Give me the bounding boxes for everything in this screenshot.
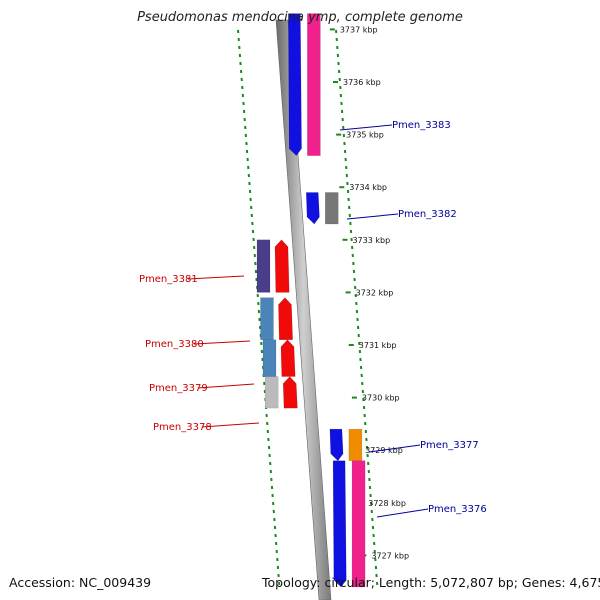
kbp-tick-label: 3728 kbp [368, 499, 406, 508]
gene-label: Pmen_3382 [398, 209, 457, 220]
gene-label-leader [339, 124, 393, 131]
gene-feature [305, 192, 320, 225]
kbp-tick-label: 3730 kbp [362, 394, 400, 403]
gene-feature [278, 297, 293, 340]
gene-label-leader [187, 275, 245, 280]
kbp-tick-label: 3736 kbp [343, 78, 381, 87]
kbp-tick-label: 3729 kbp [365, 446, 403, 455]
gene-feature-band [348, 428, 363, 461]
gene-label: Pmen_3379 [149, 383, 208, 394]
gene-label-leader [193, 340, 251, 345]
kbp-tick-marks: 3737 kbp 3736 kbp 3735 kbp 3734 kbp 3733 kbp… [329, 25, 409, 560]
gene-feature-band [324, 192, 339, 225]
genome-summary-text: Topology: circular; Length: 5,072,807 bp… [262, 575, 600, 590]
gene-feature-band [264, 376, 279, 409]
kbp-tick-label: 3734 kbp [349, 183, 387, 192]
gene-label: Pmen_3383 [392, 120, 451, 131]
gene-feature-band [307, 13, 321, 156]
gene-feature-band [351, 460, 366, 588]
gene-feature [280, 339, 296, 377]
accession-text: Accession: NC_009439 [9, 575, 152, 590]
kbp-tick-label: 3727 kbp [371, 551, 409, 560]
map-title: Pseudomonas mendocina ymp, complete geno… [137, 10, 463, 25]
kbp-tick-label: 3737 kbp [340, 25, 378, 34]
kbp-tick-label: 3731 kbp [359, 341, 397, 350]
gene-label-leader [201, 422, 260, 428]
kbp-tick-label: 3735 kbp [346, 131, 384, 140]
gene-label-leader [346, 213, 399, 220]
gene-features [256, 13, 366, 588]
gene-feature-band [260, 297, 274, 340]
backbone-band [275, 19, 332, 600]
gene-label-leader [376, 508, 429, 518]
gene-label: Pmen_3381 [139, 274, 198, 285]
genome-backbone [275, 19, 332, 600]
gene-label-leader [368, 444, 421, 453]
gene-feature-band [262, 339, 277, 377]
gene-feature [288, 13, 302, 157]
kbp-tick-label: 3732 kbp [356, 288, 394, 297]
gene-label: Pmen_3380 [145, 339, 204, 350]
gene-feature [282, 376, 298, 409]
gene-label: Pmen_3376 [428, 504, 487, 515]
gene-feature [274, 239, 290, 293]
gene-label: Pmen_3377 [420, 440, 479, 451]
gene-feature [329, 428, 344, 462]
kbp-tick-label: 3733 kbp [352, 236, 390, 245]
gene-label: Pmen_3378 [153, 422, 212, 433]
gene-feature-band [256, 239, 271, 293]
gene-feature [332, 460, 347, 588]
gene-labels: Pmen_3383 Pmen_3382 Pmen_3381 Pmen_3380 Pmen… [139, 120, 487, 518]
gene-label-leader [197, 383, 255, 389]
